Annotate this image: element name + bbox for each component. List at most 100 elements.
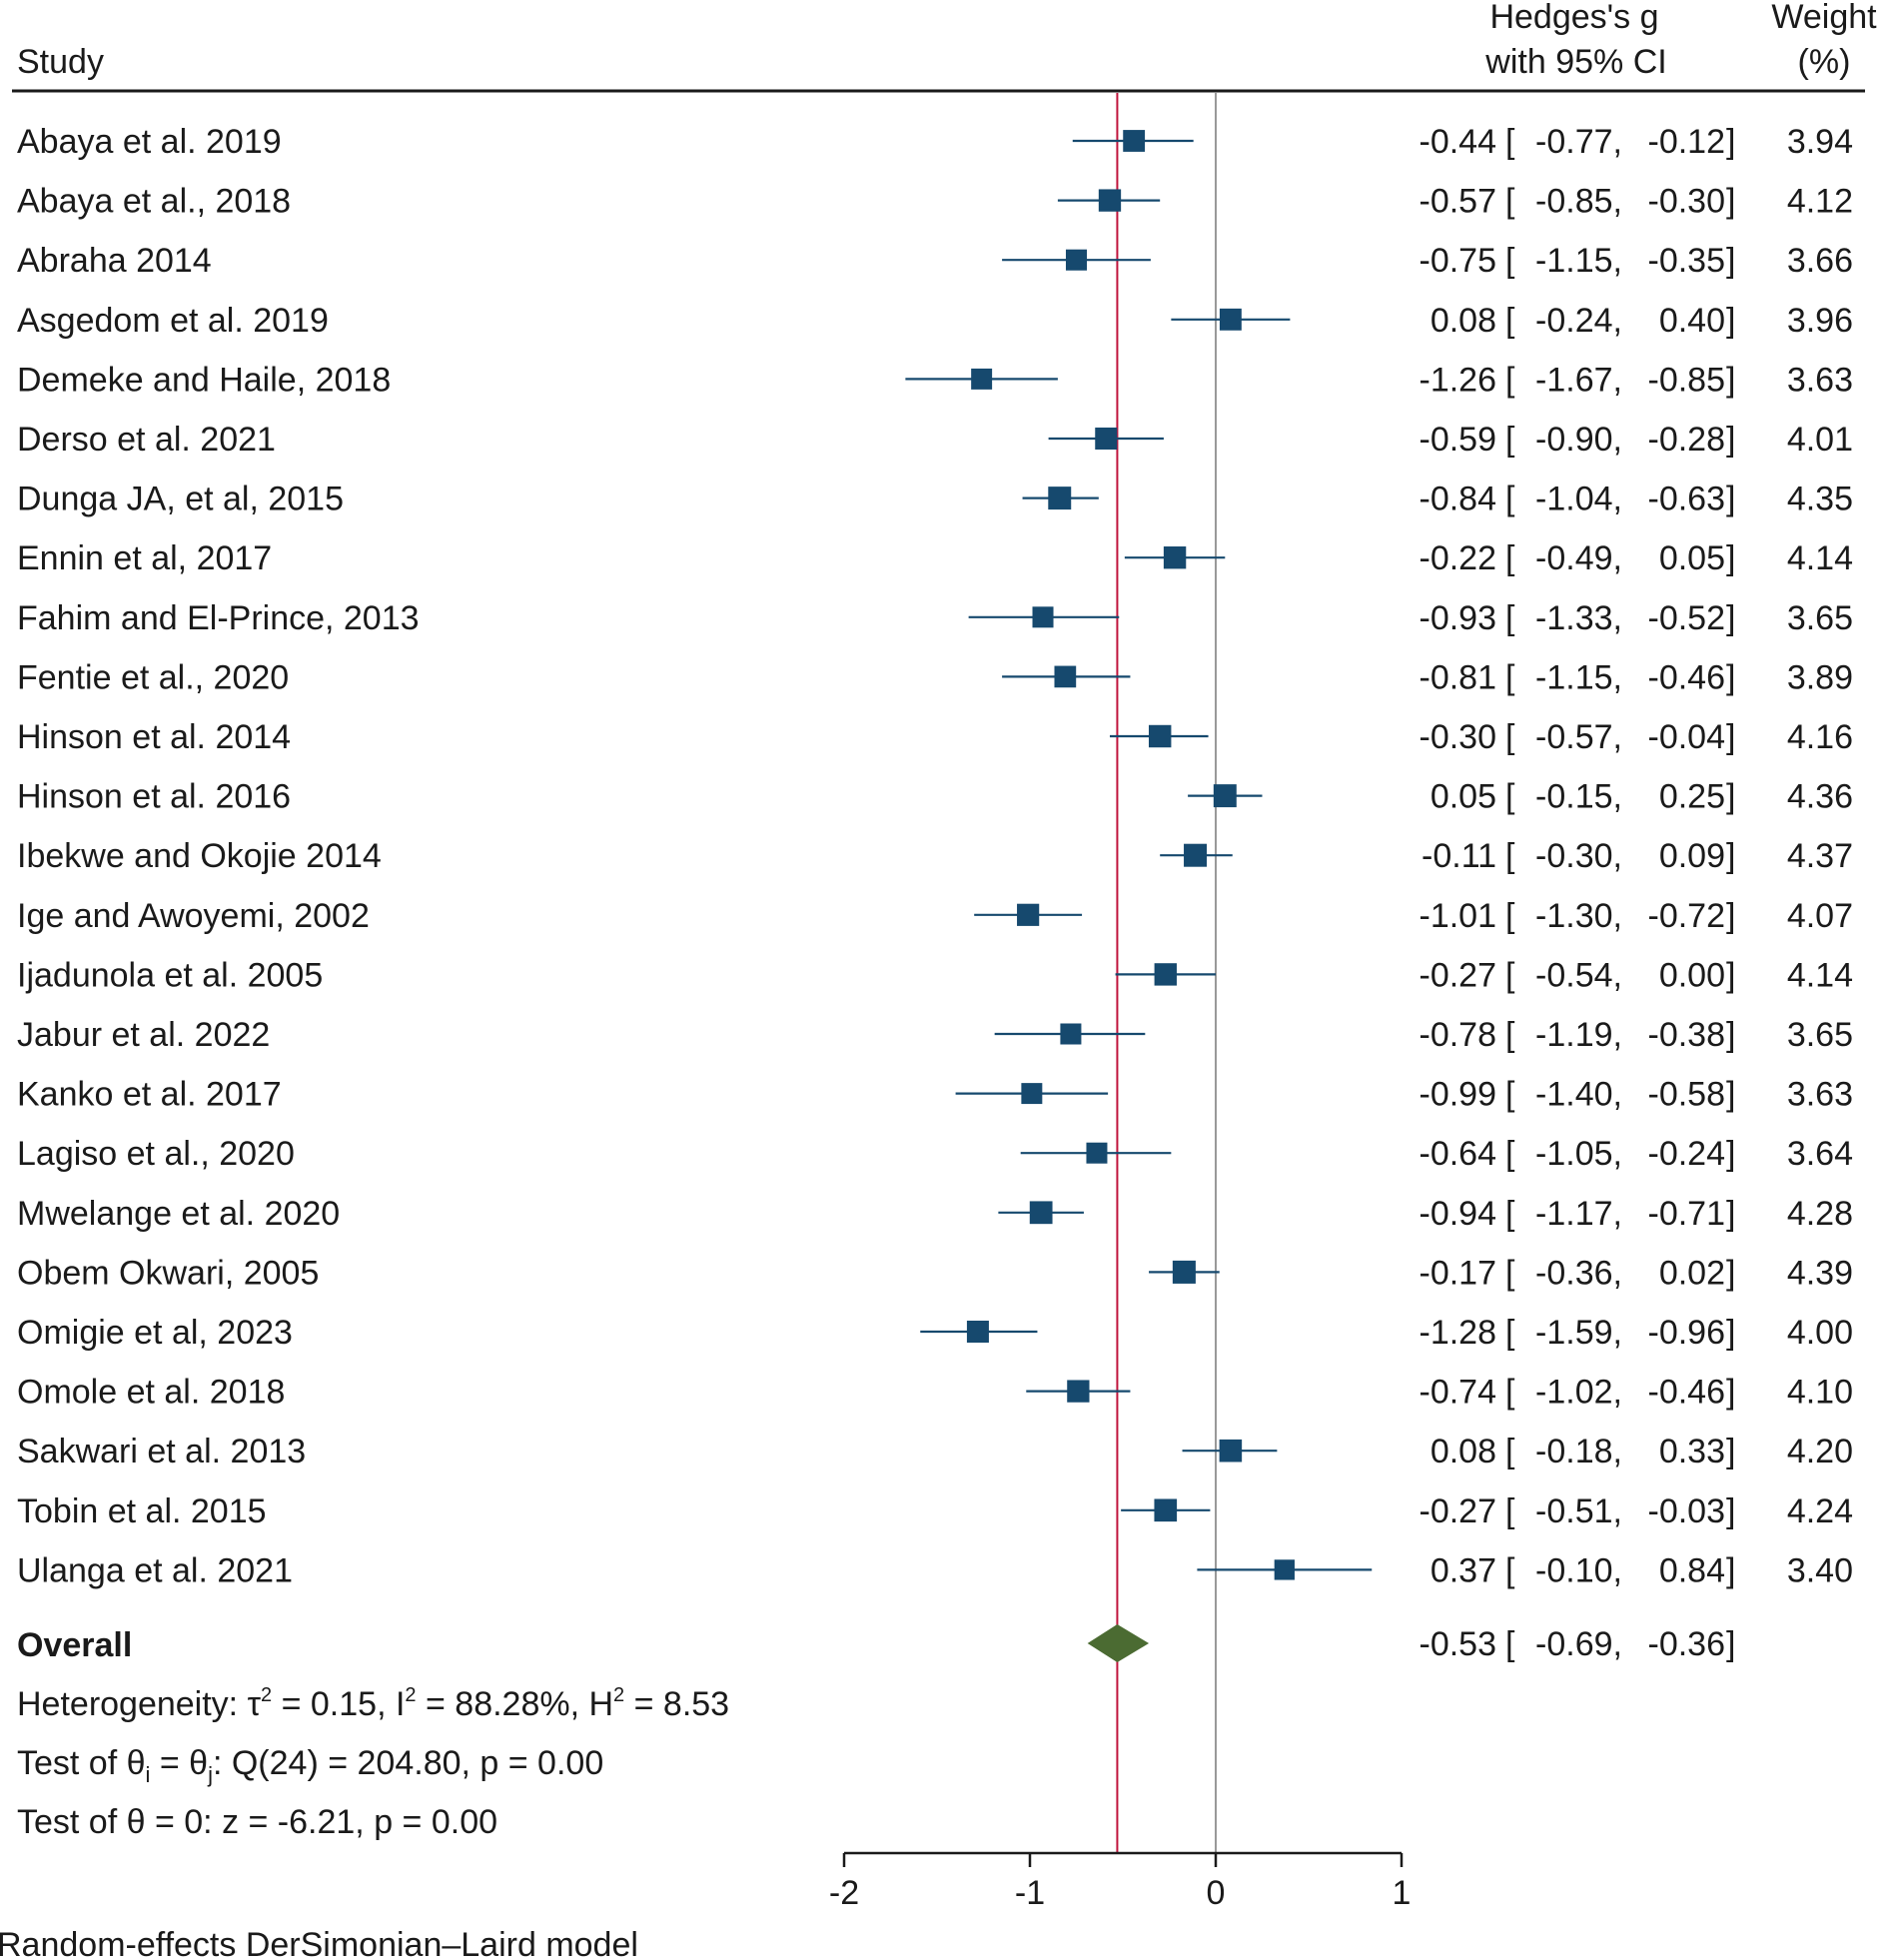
study-ci-text: 0.05[-0.15, 0.25] [1430,778,1736,816]
study-ci-text: -0.84[-1.04, -0.63] [1420,481,1736,518]
study-rows: Abaya et al. 2019 -0.44[-0.77, -0.12] 3.94A… [17,123,1853,1589]
effect-marker [1095,427,1118,451]
x-axis: -2 -1 0 1 [829,1851,1411,1912]
overall-ci-text: -0.53[-0.69, -0.36] [1420,1625,1736,1663]
study-row: Ige and Awoyemi, 2002 -1.01[-1.30, -0.72] 4… [17,897,1853,935]
effect-marker [1067,1380,1090,1403]
effect-marker [1213,784,1237,808]
study-ci-text: -0.27[-0.54, 0.00] [1420,956,1736,994]
study-label: Fentie et al., 2020 [17,658,289,696]
study-weight: 4.00 [1787,1314,1853,1352]
effect-marker [1029,1201,1053,1225]
header-study: Study [17,43,104,81]
study-row: Tobin et al. 2015 -0.27[-0.51, -0.03] 4.24 [17,1492,1853,1530]
study-weight: 4.16 [1787,718,1853,756]
study-label: Ulanga et al. 2021 [17,1551,293,1589]
study-label: Ennin et al, 2017 [17,539,272,577]
study-ci-text: -0.27[-0.51, -0.03] [1420,1492,1736,1530]
study-ci-text: 0.08[-0.18, 0.33] [1430,1433,1736,1470]
study-weight: 4.24 [1787,1492,1853,1530]
study-label: Ibekwe and Okojie 2014 [17,837,382,875]
study-weight: 4.37 [1787,837,1853,875]
study-label: Hinson et al. 2014 [17,718,291,756]
study-ci-text: -1.26[-1.67, -0.85] [1420,361,1736,399]
effect-marker [1060,1023,1082,1045]
study-weight: 4.20 [1787,1433,1853,1470]
study-row: Ulanga et al. 2021 0.37[-0.10, 0.84] 3.40 [17,1551,1853,1589]
study-row: Ibekwe and Okojie 2014 -0.11[-0.30, 0.09] 4… [17,837,1853,875]
effect-marker [1219,308,1242,331]
effect-marker [1154,1498,1178,1522]
study-label: Lagiso et al., 2020 [17,1135,295,1173]
study-ci-text: -0.17[-0.36, 0.02] [1420,1254,1736,1292]
study-label: Jabur et al. 2022 [17,1016,270,1054]
study-ci-text: 0.37[-0.10, 0.84] [1430,1551,1736,1589]
header-effect-line2: with 95% CI [1484,43,1666,81]
study-row: Omole et al. 2018 -0.74[-1.02, -0.46] 4.10 [17,1374,1853,1412]
study-row: Hinson et al. 2014 -0.30[-0.57, -0.04] 4.16 [17,718,1853,756]
study-row: Hinson et al. 2016 0.05[-0.15, 0.25] 4.36 [17,778,1853,816]
study-label: Fahim and El-Prince, 2013 [17,599,420,637]
study-row: Fahim and El-Prince, 2013 -0.93[-1.33, -0.… [17,599,1853,637]
study-ci-text: -0.57[-0.85, -0.30] [1420,183,1736,221]
study-weight: 3.96 [1787,302,1853,340]
effect-marker [1048,487,1072,510]
study-weight: 3.89 [1787,658,1853,696]
study-ci-text: -0.74[-1.02, -0.46] [1420,1374,1736,1412]
study-ci-text: -0.78[-1.19, -0.38] [1420,1016,1736,1054]
study-row: Fentie et al., 2020 -0.81[-1.15, -0.46] 3.8… [17,658,1853,696]
test-q-text: Test of θi = θj: Q(24) = 204.80, p = 0.0… [17,1744,603,1787]
effect-marker [1163,546,1187,569]
study-label: Ige and Awoyemi, 2002 [17,897,370,935]
study-label: Abaya et al. 2019 [17,123,282,161]
study-row: Abraha 2014 -0.75[-1.15, -0.35] 3.66 [17,242,1853,280]
study-row: Dunga JA, et al, 2015 -0.84[-1.04, -0.63] 4… [17,481,1853,518]
study-weight: 3.63 [1787,1076,1853,1114]
study-label: Asgedom et al. 2019 [17,302,329,340]
study-row: Ennin et al, 2017 -0.22[-0.49, 0.05] 4.14 [17,539,1853,577]
study-weight: 4.01 [1787,421,1853,459]
effect-marker [1086,1142,1108,1164]
effect-marker [1123,130,1146,152]
study-ci-text: -0.30[-0.57, -0.04] [1420,718,1736,756]
study-weight: 3.64 [1787,1135,1853,1173]
study-label: Tobin et al. 2015 [17,1492,267,1530]
study-weight: 4.28 [1787,1195,1853,1233]
heterogeneity-text: Heterogeneity: τ2 = 0.15, I2 = 88.28%, H… [17,1684,729,1723]
effect-marker [1032,606,1054,628]
study-row: Sakwari et al. 2013 0.08[-0.18, 0.33] 4.20 [17,1433,1853,1470]
study-row: Omigie et al, 2023 -1.28[-1.59, -0.96] 4.00 [17,1314,1853,1352]
study-ci-text: -0.44[-0.77, -0.12] [1420,123,1736,161]
study-label: Derso et al. 2021 [17,421,276,459]
study-ci-text: -0.81[-1.15, -0.46] [1420,658,1736,696]
effect-marker [1184,843,1208,867]
effect-marker [1274,1559,1295,1580]
study-weight: 4.07 [1787,897,1853,935]
effect-marker [1154,963,1177,986]
study-label: Mwelange et al. 2020 [17,1195,340,1233]
study-row: Ijadunola et al. 2005 -0.27[-0.54, 0.00] 4.… [17,956,1853,994]
study-ci-text: -0.94[-1.17, -0.71] [1420,1195,1736,1233]
study-label: Obem Okwari, 2005 [17,1254,319,1292]
study-weight: 3.65 [1787,1016,1853,1054]
effect-marker [966,1321,989,1343]
x-tick-label: 0 [1207,1874,1226,1912]
study-row: Derso et al. 2021 -0.59[-0.90, -0.28] 4.01 [17,421,1853,459]
study-ci-text: -0.59[-0.90, -0.28] [1420,421,1736,459]
overall-label: Overall [17,1626,132,1664]
study-weight: 4.10 [1787,1374,1853,1412]
effect-marker [1017,903,1040,926]
study-weight: 4.35 [1787,481,1853,518]
study-label: Sakwari et al. 2013 [17,1433,306,1470]
study-label: Abraha 2014 [17,242,212,280]
study-weight: 3.66 [1787,242,1853,280]
study-row: Mwelange et al. 2020 -0.94[-1.17, -0.71] 4.… [17,1195,1853,1233]
x-tick-label: -1 [1015,1874,1045,1912]
study-label: Demeke and Haile, 2018 [17,361,391,399]
study-label: Abaya et al., 2018 [17,183,291,221]
study-label: Omigie et al, 2023 [17,1314,293,1352]
study-weight: 3.40 [1787,1551,1853,1589]
study-row: Jabur et al. 2022 -0.78[-1.19, -0.38] 3.65 [17,1016,1853,1054]
study-ci-text: 0.08[-0.24, 0.40] [1430,302,1736,340]
effect-marker [1148,724,1172,748]
